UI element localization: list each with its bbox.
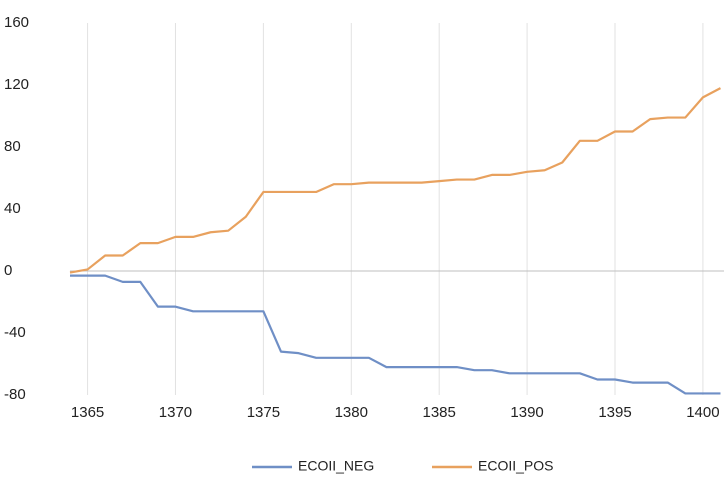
x-tick-label: 1380 — [335, 404, 368, 421]
y-tick-label: 0 — [4, 262, 12, 279]
x-tick-label: 1390 — [510, 404, 543, 421]
y-tick-label: -80 — [4, 386, 26, 403]
y-tick-label: 40 — [4, 200, 21, 217]
x-tick-label: 1395 — [598, 404, 631, 421]
y-tick-label: 80 — [4, 138, 21, 155]
x-tick-label: 1365 — [71, 404, 104, 421]
y-tick-label: -40 — [4, 324, 26, 341]
x-tick-label: 1400 — [686, 404, 719, 421]
legend-label: ECOII_POS — [478, 458, 553, 474]
legend-label: ECOII_NEG — [298, 458, 374, 474]
y-tick-label: 160 — [4, 14, 29, 31]
y-tick-label: 120 — [4, 76, 29, 93]
x-tick-label: 1370 — [159, 404, 192, 421]
x-tick-label: 1375 — [247, 404, 280, 421]
data-line — [70, 274, 721, 395]
data-line — [69, 87, 721, 274]
x-tick-label: 1385 — [423, 404, 456, 421]
